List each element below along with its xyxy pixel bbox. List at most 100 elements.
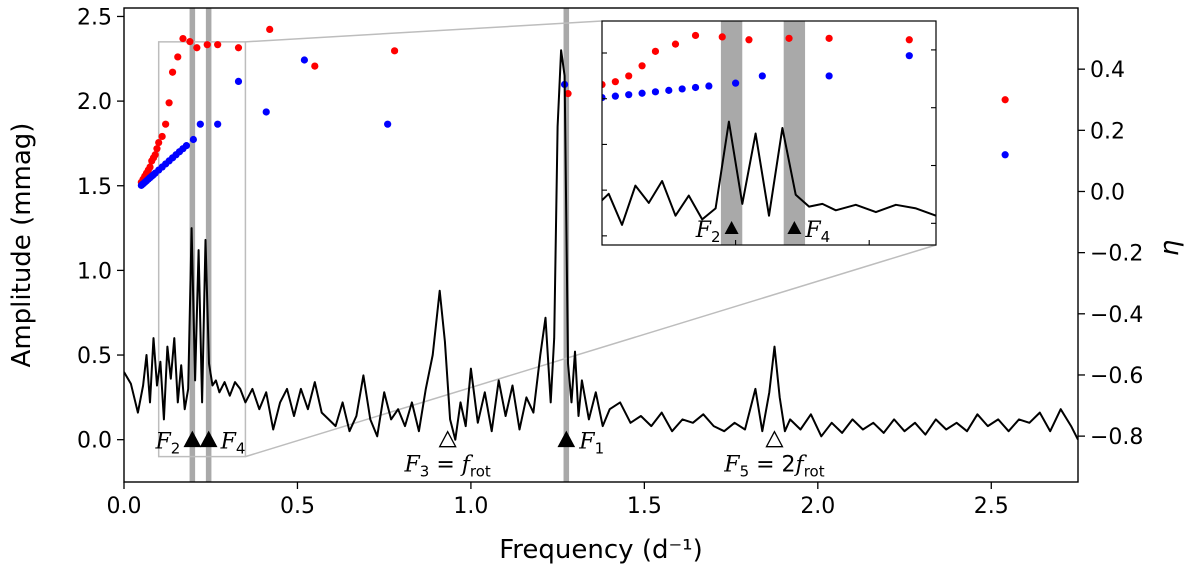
marker-label-F5: F5 = 2frot — [723, 453, 824, 481]
marker-label-F4: F4 — [220, 430, 246, 458]
inset-band-1 — [783, 21, 806, 245]
x-tick-label-5: 2.5 — [974, 494, 1009, 519]
y-axis-right: −0.8 −0.6 −0.4 −0.2 0.0 0.2 0.4 — [1078, 58, 1143, 450]
inset-eta-point-0-12 — [625, 72, 633, 80]
marker-F4 — [199, 430, 218, 448]
inset-eta-point-0-14 — [651, 47, 660, 55]
eta-point-0-10 — [155, 138, 163, 147]
eta-point-0-5 — [146, 163, 154, 171]
y2-tick-label-1: −0.6 — [1090, 364, 1143, 389]
eta-point-0-16 — [179, 34, 187, 43]
eta-point-1-17 — [182, 142, 191, 150]
periodogram-series — [124, 49, 1078, 441]
y-tick-label-4: 2.0 — [77, 90, 112, 115]
x-axis-label: Frequency (d⁻¹) — [499, 535, 703, 565]
eta-point-0-25 — [564, 90, 572, 98]
y-tick-label-1: 0.5 — [77, 344, 112, 369]
zoom-box — [157, 20, 937, 458]
inset-eta-point-1-21 — [905, 52, 913, 60]
eta-point-0-21 — [234, 44, 243, 52]
x-tick-label-0: 0.0 — [107, 494, 142, 519]
eta-point-0-15 — [174, 53, 182, 61]
inset-marker-1 — [787, 221, 802, 234]
eta-point-0-17 — [186, 38, 194, 46]
y2-tick-label-2: −0.4 — [1090, 303, 1143, 328]
eta-point-1-20 — [214, 120, 222, 128]
y-tick-label-5: 2.5 — [77, 5, 112, 30]
inset-eta-point-0-18 — [745, 36, 753, 44]
x-tick-label-4: 2.0 — [800, 494, 835, 519]
inset-eta-point-1-15 — [678, 85, 686, 93]
marker-F1 — [557, 430, 576, 448]
inset-eta-point-1-11 — [625, 91, 633, 99]
inset-eta-point-0-13 — [638, 62, 646, 70]
y-tick-label-3: 1.5 — [77, 175, 112, 200]
y-tick-label-2: 1.0 — [77, 259, 112, 284]
eta-point-0-22 — [266, 25, 274, 34]
inset-marker-0 — [724, 221, 739, 234]
marker-label-F1: F1 — [578, 430, 604, 458]
marker-label-F2: F2 — [155, 430, 181, 458]
inset-eta-point-0-19 — [785, 34, 793, 42]
eta-point-1-19 — [196, 120, 204, 128]
y-tick-label-0: 0.0 — [77, 429, 112, 454]
inset-eta-point-1-18 — [732, 79, 740, 87]
marker-F2 — [183, 430, 202, 448]
y2-tick-label-6: 0.4 — [1090, 58, 1125, 83]
inset-eta-point-1-19 — [758, 72, 766, 80]
y2-tick-label-5: 0.2 — [1090, 119, 1125, 144]
x-tick-label-2: 1.0 — [453, 494, 488, 519]
inset-eta-point-0-11 — [611, 78, 619, 86]
inset-eta-point-0-15 — [671, 40, 680, 48]
eta-point-0-26 — [1001, 96, 1009, 104]
periodogram-line — [124, 49, 1078, 441]
inset-frame — [601, 20, 937, 246]
highlight-bands — [189, 8, 570, 482]
eta-point-0-8 — [151, 151, 159, 159]
eta-point-1-24 — [384, 120, 392, 128]
inset-periodogram-line — [602, 120, 936, 226]
eta-point-1-21 — [234, 77, 243, 85]
x-tick-label-3: 1.5 — [627, 494, 662, 519]
marker-F3 — [438, 430, 457, 448]
y-axis-left: 0.0 0.5 1.0 1.5 2.0 2.5 — [77, 5, 124, 454]
eta-point-0-24 — [390, 47, 399, 55]
inset-eta-point-1-10 — [611, 92, 619, 100]
x-axis: 0.0 0.5 1.0 1.5 2.0 2.5 — [107, 482, 1009, 519]
plot-frame — [123, 7, 1079, 483]
inset-eta-point-1-16 — [691, 83, 700, 92]
eta-point-0-9 — [153, 145, 161, 153]
inset-eta-point-0-10 — [602, 80, 606, 89]
inset-eta-point-0-17 — [718, 33, 726, 41]
inset-ticks — [602, 49, 936, 245]
inset-eta-point-1-13 — [651, 88, 660, 96]
y2-axis-label: η — [1155, 240, 1185, 256]
inset-eta-point-1-20 — [825, 72, 833, 80]
eta-point-0-12 — [162, 120, 170, 128]
eta-point-0-14 — [168, 68, 177, 76]
inset-eta-point-1-17 — [705, 82, 713, 90]
eta-point-0-18 — [193, 44, 201, 52]
inset-eta-point-1-12 — [638, 89, 646, 97]
eta-point-0-19 — [203, 41, 211, 49]
frequency-markers: F2 F4 F1 F3 = frot F5 = 2frot — [155, 430, 825, 481]
zoom-connector-top — [245, 20, 603, 43]
eta-point-1-23 — [300, 56, 308, 64]
inset-highlight-bands — [720, 21, 806, 245]
eta-point-0-20 — [214, 41, 222, 49]
marker-F5 — [765, 430, 784, 448]
eta-point-0-11 — [158, 132, 166, 141]
eta-point-0-13 — [165, 99, 173, 107]
eta-point-1-18 — [189, 135, 197, 144]
eta-point-1-26 — [1001, 151, 1009, 159]
inset-eta-point-1-14 — [665, 86, 673, 94]
marker-label-F3: F3 = frot — [404, 453, 491, 481]
y2-tick-label-0: −0.8 — [1090, 425, 1143, 450]
zoom-rectangle — [157, 41, 247, 458]
highlight-band-1 — [205, 8, 212, 482]
inset-eta-point-0-20 — [825, 34, 833, 42]
inset-eta-point-1-9 — [602, 93, 606, 102]
y-axis-label: Amplitude (mmag) — [7, 123, 37, 368]
zoom-connector-bottom — [245, 244, 937, 458]
